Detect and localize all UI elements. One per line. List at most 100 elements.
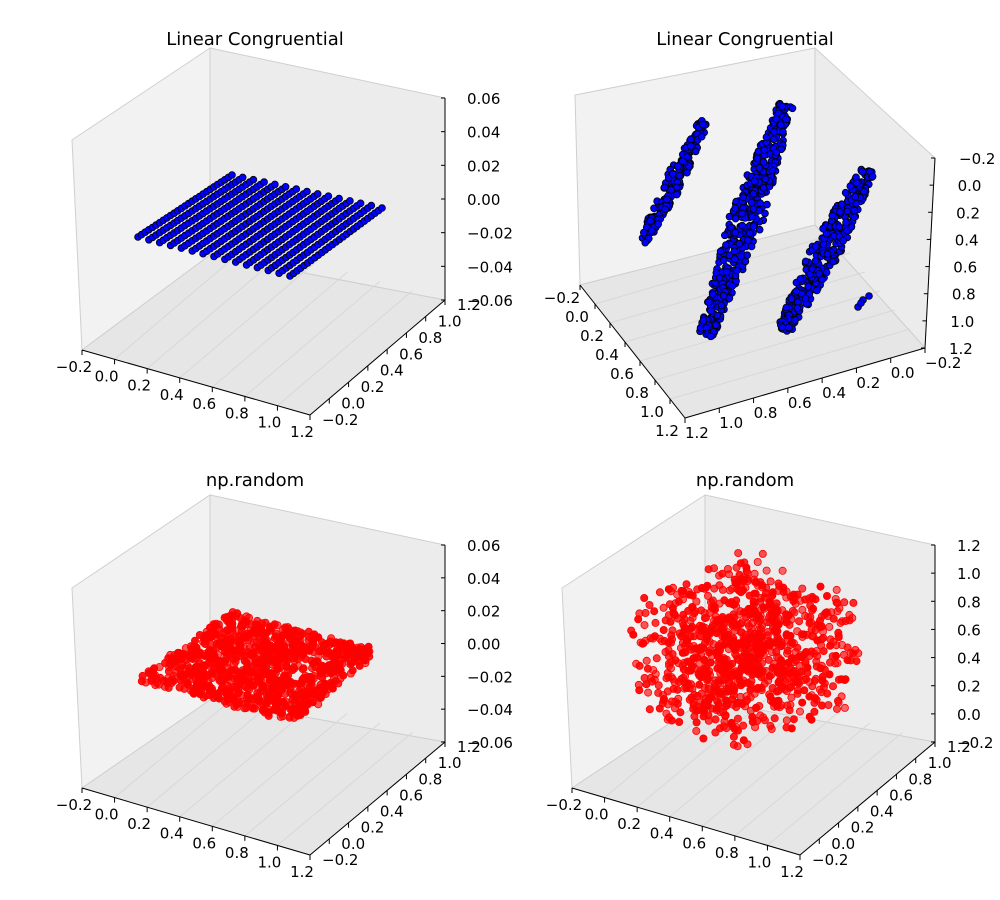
data-point bbox=[667, 716, 676, 725]
data-point bbox=[749, 190, 758, 198]
data-point bbox=[360, 656, 369, 665]
data-point bbox=[686, 624, 695, 633]
data-point bbox=[781, 677, 790, 686]
data-point bbox=[645, 601, 654, 610]
data-point bbox=[753, 646, 762, 655]
data-point bbox=[654, 220, 662, 228]
data-point bbox=[748, 718, 757, 727]
data-point bbox=[775, 661, 784, 670]
data-point bbox=[748, 618, 757, 627]
subplot-linear-congruential-top-view: −0.20.00.20.40.60.81.01.2−0.20.00.20.40.… bbox=[56, 29, 513, 441]
data-point bbox=[707, 626, 716, 635]
data-point bbox=[672, 190, 681, 199]
data-point bbox=[713, 704, 722, 713]
data-point bbox=[841, 617, 850, 626]
data-point bbox=[720, 717, 729, 726]
z-tick-label: 1.2 bbox=[949, 340, 973, 358]
data-point bbox=[659, 603, 668, 612]
data-point bbox=[652, 654, 661, 663]
data-point bbox=[190, 636, 199, 645]
tick-labels: −0.20.00.20.40.60.81.01.2 1.21.00.80.60.4… bbox=[544, 150, 996, 442]
data-point bbox=[364, 642, 373, 651]
data-point bbox=[307, 656, 316, 665]
data-point bbox=[832, 641, 841, 650]
data-point bbox=[747, 664, 756, 673]
data-point bbox=[172, 668, 181, 677]
data-point bbox=[711, 687, 720, 696]
data-point bbox=[786, 592, 795, 601]
data-point bbox=[706, 658, 715, 667]
data-point bbox=[676, 708, 685, 717]
y-tick-label: −0.2 bbox=[322, 851, 358, 869]
data-point bbox=[692, 597, 701, 606]
data-point bbox=[720, 231, 729, 240]
data-point bbox=[278, 712, 287, 721]
data-point bbox=[828, 211, 837, 220]
data-point bbox=[378, 204, 386, 212]
data-point bbox=[715, 654, 724, 663]
y-axis-line bbox=[309, 299, 446, 416]
gridline bbox=[669, 328, 911, 400]
data-point bbox=[841, 188, 850, 197]
data-point bbox=[704, 298, 713, 307]
data-point bbox=[234, 688, 243, 697]
gridline bbox=[654, 309, 896, 381]
y-tick-label: 0.6 bbox=[788, 394, 812, 412]
data-point bbox=[214, 659, 223, 668]
data-point bbox=[292, 185, 301, 193]
data-point bbox=[865, 292, 873, 300]
data-point bbox=[850, 206, 859, 215]
data-point bbox=[699, 624, 708, 633]
y-tick-label: 0.6 bbox=[889, 786, 913, 804]
data-point bbox=[686, 135, 695, 144]
y-tick-label: 0.4 bbox=[380, 803, 404, 821]
y-tick-label: 0.0 bbox=[891, 364, 915, 382]
data-point bbox=[308, 637, 317, 646]
data-point bbox=[728, 618, 737, 627]
data-point bbox=[317, 666, 326, 675]
data-point bbox=[729, 732, 738, 741]
data-point bbox=[759, 158, 768, 166]
x-tick-label: 0.6 bbox=[192, 834, 216, 852]
data-point bbox=[641, 609, 650, 618]
data-point bbox=[852, 179, 861, 187]
data-point bbox=[281, 646, 290, 655]
data-point bbox=[245, 685, 254, 694]
data-point bbox=[712, 321, 720, 329]
data-point bbox=[713, 664, 722, 673]
x-tick-label: 0.6 bbox=[192, 395, 216, 413]
data-point bbox=[784, 323, 793, 332]
gridline bbox=[624, 271, 866, 343]
data-point bbox=[782, 631, 791, 640]
data-point bbox=[850, 213, 859, 221]
data-point bbox=[815, 270, 823, 278]
data-point bbox=[321, 640, 330, 649]
data-point bbox=[367, 201, 376, 210]
data-point bbox=[321, 681, 330, 690]
x-axis-line bbox=[571, 787, 801, 856]
data-point bbox=[209, 694, 218, 703]
data-point bbox=[261, 629, 270, 638]
data-point bbox=[760, 146, 769, 154]
data-point bbox=[273, 689, 282, 698]
data-point bbox=[664, 585, 673, 594]
data-point bbox=[700, 655, 709, 664]
data-point bbox=[354, 645, 363, 654]
data-point bbox=[761, 175, 770, 184]
data-point bbox=[737, 628, 746, 637]
data-point bbox=[756, 199, 765, 208]
z-tick-label: −0.06 bbox=[467, 292, 513, 310]
data-point bbox=[800, 686, 809, 695]
data-point bbox=[715, 571, 724, 580]
data-point bbox=[829, 682, 838, 691]
data-point bbox=[206, 631, 215, 640]
data-point bbox=[290, 664, 299, 673]
scatter-points bbox=[137, 608, 374, 722]
data-point bbox=[778, 102, 787, 111]
data-point bbox=[805, 712, 814, 721]
y-tick-label: 0.2 bbox=[851, 819, 875, 837]
data-point bbox=[835, 223, 843, 231]
data-point bbox=[262, 691, 271, 700]
data-point bbox=[701, 583, 710, 592]
data-point bbox=[806, 601, 815, 610]
